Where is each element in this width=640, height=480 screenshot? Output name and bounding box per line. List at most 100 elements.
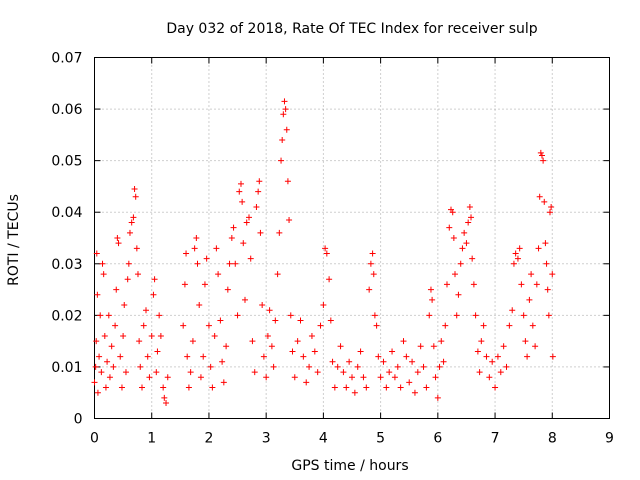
data-point xyxy=(542,240,549,247)
data-points xyxy=(91,98,556,407)
data-point xyxy=(153,369,160,376)
data-point xyxy=(478,338,485,345)
data-point xyxy=(373,322,380,329)
data-point xyxy=(266,307,273,314)
data-point xyxy=(132,193,139,200)
data-point xyxy=(115,240,122,247)
data-point xyxy=(494,353,501,360)
data-point xyxy=(92,363,99,370)
data-point xyxy=(334,363,341,370)
data-point xyxy=(465,219,472,226)
data-point xyxy=(518,281,525,288)
data-point xyxy=(128,219,135,226)
data-point xyxy=(224,286,231,293)
data-point xyxy=(207,363,214,370)
y-tick-label: 0.06 xyxy=(51,102,82,118)
data-point xyxy=(106,374,113,381)
data-point xyxy=(540,157,547,164)
data-point xyxy=(200,353,207,360)
data-point xyxy=(101,332,108,339)
data-point xyxy=(529,322,536,329)
data-point xyxy=(514,255,521,262)
data-point xyxy=(442,322,449,329)
data-point xyxy=(125,260,132,267)
data-point xyxy=(211,332,218,339)
data-point xyxy=(510,260,517,267)
data-point xyxy=(138,384,145,391)
x-tick-label: 9 xyxy=(605,431,614,447)
data-point xyxy=(386,369,393,376)
data-point xyxy=(452,271,458,278)
data-point xyxy=(528,271,535,278)
data-point xyxy=(264,332,271,339)
data-point xyxy=(130,214,137,221)
data-point xyxy=(189,338,196,345)
data-point xyxy=(278,157,285,164)
data-point xyxy=(397,384,404,391)
data-point xyxy=(163,400,170,407)
data-point xyxy=(326,276,333,283)
data-point xyxy=(470,281,477,288)
data-point xyxy=(185,384,192,391)
data-point xyxy=(201,281,208,288)
data-point xyxy=(308,332,315,339)
data-point xyxy=(156,312,163,319)
data-point xyxy=(427,286,434,293)
data-point xyxy=(548,204,555,211)
data-point xyxy=(492,384,499,391)
data-point xyxy=(263,374,270,381)
chart-title: Day 032 of 2018, Rate Of TEC Index for r… xyxy=(166,21,537,37)
data-point xyxy=(468,214,475,221)
data-point xyxy=(97,312,104,319)
data-point xyxy=(360,374,367,381)
data-point xyxy=(286,216,293,223)
data-point xyxy=(450,235,457,241)
data-point xyxy=(423,384,430,391)
data-point xyxy=(426,312,433,319)
data-point xyxy=(236,188,243,195)
data-point xyxy=(255,188,262,195)
data-point xyxy=(509,307,516,314)
data-point xyxy=(112,322,119,329)
data-point xyxy=(549,353,556,360)
data-point xyxy=(287,312,294,319)
x-tick-label: 0 xyxy=(90,431,99,447)
data-point xyxy=(228,235,235,241)
data-point xyxy=(297,317,304,324)
data-point xyxy=(270,363,277,370)
data-point xyxy=(124,276,131,283)
data-point xyxy=(463,240,470,247)
data-point xyxy=(251,369,258,376)
data-point xyxy=(133,245,140,252)
data-point xyxy=(274,271,281,278)
data-point xyxy=(230,224,237,231)
data-point xyxy=(283,126,290,133)
data-point xyxy=(146,374,153,381)
data-point xyxy=(160,384,167,391)
data-point xyxy=(217,317,224,324)
data-point xyxy=(108,343,115,350)
data-point xyxy=(154,348,161,355)
data-point xyxy=(469,255,476,262)
data-point xyxy=(276,229,283,236)
data-point xyxy=(197,374,204,381)
data-point xyxy=(140,322,147,329)
data-point xyxy=(545,312,552,319)
data-point xyxy=(121,302,128,309)
data-point xyxy=(346,358,353,365)
data-point xyxy=(187,369,194,376)
data-point xyxy=(289,348,296,355)
data-point xyxy=(203,255,210,262)
data-point xyxy=(489,358,496,365)
data-point xyxy=(443,281,450,288)
data-point xyxy=(349,374,355,381)
data-point xyxy=(380,358,387,365)
data-point xyxy=(357,348,364,355)
y-axis-label: ROTI / TECUs xyxy=(6,194,22,286)
x-tick-label: 3 xyxy=(262,431,271,447)
y-tick-label: 0.01 xyxy=(51,360,82,376)
data-point xyxy=(537,149,544,156)
x-tick-label: 4 xyxy=(319,431,328,447)
data-point xyxy=(461,229,468,236)
data-point xyxy=(354,363,361,370)
